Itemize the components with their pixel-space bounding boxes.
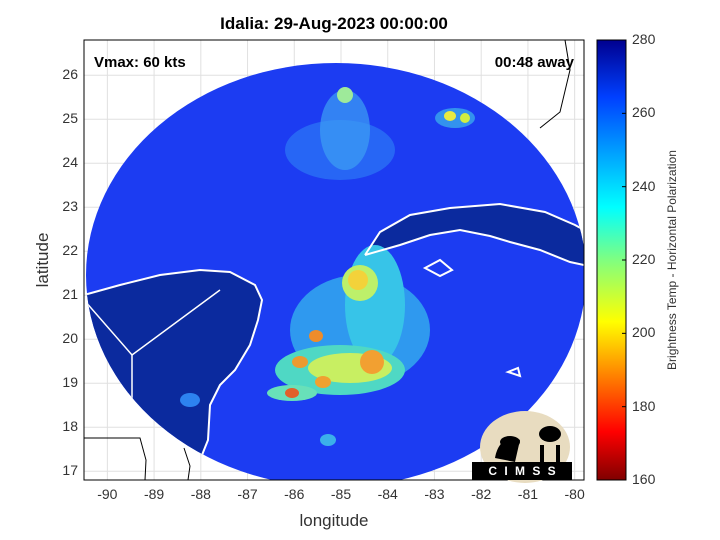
colorbar-tick-label: 180 bbox=[632, 397, 656, 414]
x-tick-label: -89 bbox=[143, 486, 165, 502]
y-tick-label: 19 bbox=[62, 374, 78, 391]
colorbar-tick-label: 220 bbox=[632, 251, 656, 267]
logo-text: C I M S S bbox=[488, 464, 558, 478]
x-tick-label: -86 bbox=[284, 486, 305, 502]
x-axis-label: longitude bbox=[299, 511, 369, 530]
colorbar-tick-label: 280 bbox=[632, 31, 656, 47]
x-tick-label: -82 bbox=[471, 486, 492, 502]
x-tick-label: -88 bbox=[190, 486, 211, 502]
microwave-swath bbox=[86, 63, 584, 480]
x-tick-label: -81 bbox=[517, 486, 539, 502]
vmax-label: Vmax: 60 kts bbox=[94, 54, 186, 71]
outside-coastlines bbox=[84, 40, 571, 480]
time-away-label: 00:48 away bbox=[494, 54, 574, 71]
x-tick-label: -87 bbox=[237, 486, 258, 502]
y-tick-label: 18 bbox=[62, 418, 78, 435]
y-tick-label: 22 bbox=[62, 242, 78, 259]
x-tick-label: -83 bbox=[424, 486, 445, 502]
cuba-land bbox=[365, 204, 584, 265]
colorbar-tick-label: 200 bbox=[632, 324, 656, 341]
y-tick-label: 21 bbox=[62, 286, 78, 303]
colorbar-tick-label: 260 bbox=[632, 104, 656, 121]
plot-border bbox=[83, 39, 585, 481]
y-tick-label: 25 bbox=[62, 110, 78, 127]
cimss-logo bbox=[472, 411, 572, 483]
y-tick-label: 20 bbox=[62, 330, 78, 347]
plot-area bbox=[84, 40, 584, 480]
y-tick-label: 26 bbox=[62, 66, 78, 83]
colorbar-tick-label: 160 bbox=[632, 471, 656, 487]
colorbar-label: Brightness Temp - Horizontal Polarizatio… bbox=[665, 150, 679, 370]
colorbar-tick-label: 240 bbox=[632, 177, 656, 194]
y-tick-label: 24 bbox=[62, 154, 78, 171]
y-tick-label: 17 bbox=[62, 462, 78, 479]
x-tick-label: -80 bbox=[564, 486, 585, 502]
colorbar-ticks bbox=[622, 39, 626, 481]
x-tick-label: -84 bbox=[377, 486, 398, 502]
colorbar bbox=[596, 39, 627, 481]
map-title: Idalia: 29-Aug-2023 00:00:00 bbox=[220, 14, 448, 33]
y-tick-label: 23 bbox=[62, 198, 78, 215]
x-tick-label: -85 bbox=[330, 486, 352, 502]
x-tick-label: -90 bbox=[97, 486, 118, 502]
y-axis-label: latitude bbox=[33, 232, 52, 288]
